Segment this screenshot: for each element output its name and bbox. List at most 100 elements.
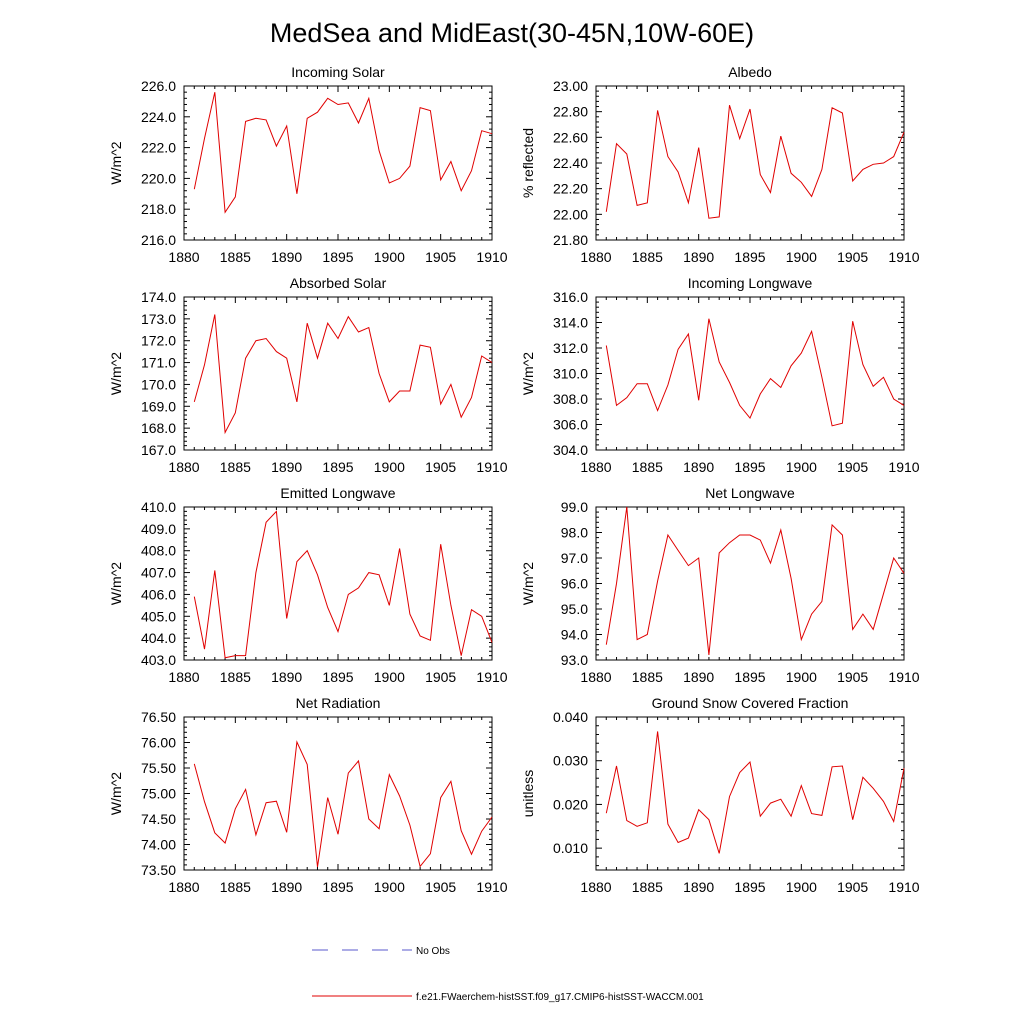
x-tick-label: 1900 bbox=[374, 669, 405, 685]
y-tick-label: 0.010 bbox=[553, 840, 588, 856]
y-tick-label: 73.50 bbox=[141, 862, 176, 878]
y-axis-label: W/m^2 bbox=[108, 772, 124, 815]
panel-0: Incoming Solar W/m^2 1880 1885 1890 1895 1900 1… bbox=[108, 64, 508, 265]
y-tick-label: 22.60 bbox=[553, 129, 588, 145]
panel-title: Incoming Longwave bbox=[688, 275, 813, 291]
y-axis-label: W/m^2 bbox=[108, 352, 124, 395]
y-tick-label: 174.0 bbox=[141, 289, 176, 305]
plot-frame bbox=[183, 506, 493, 661]
x-tick-label: 1895 bbox=[734, 879, 765, 895]
y-tick-label: 407.0 bbox=[141, 565, 176, 581]
y-tick-label: 74.50 bbox=[141, 811, 176, 827]
y-tick-label: 409.0 bbox=[141, 521, 176, 537]
y-tick-label: 21.80 bbox=[553, 232, 588, 248]
y-tick-label: 75.50 bbox=[141, 760, 176, 776]
x-tick-label: 1895 bbox=[322, 879, 353, 895]
x-tick-label: 1905 bbox=[425, 879, 456, 895]
panel-2: Absorbed Solar W/m^2 1880 1885 1890 1895 1900 1… bbox=[108, 275, 508, 475]
y-tick-label: 314.0 bbox=[553, 315, 588, 331]
y-tick-label: 22.80 bbox=[553, 104, 588, 120]
x-tick-label: 1885 bbox=[220, 879, 251, 895]
x-tick-label: 1910 bbox=[476, 459, 507, 475]
panels-group: Incoming Solar W/m^2 1880 1885 1890 1895 1900 1… bbox=[108, 64, 920, 895]
y-tick-label: 74.00 bbox=[141, 837, 176, 853]
x-tick-label: 1905 bbox=[425, 669, 456, 685]
x-tick-label: 1895 bbox=[734, 459, 765, 475]
y-tick-label: 22.40 bbox=[553, 155, 588, 171]
x-tick-label: 1910 bbox=[888, 879, 919, 895]
y-tick-label: 93.0 bbox=[561, 652, 588, 668]
x-tick-label: 1910 bbox=[476, 249, 507, 265]
y-tick-label: 170.0 bbox=[141, 376, 176, 392]
x-tick-label: 1890 bbox=[271, 879, 302, 895]
panel-6: Net Radiation W/m^2 1880 1885 1890 1895 1900 19… bbox=[108, 695, 508, 895]
x-tick-label: 1885 bbox=[220, 249, 251, 265]
x-tick-label: 1885 bbox=[632, 249, 663, 265]
x-tick-label: 1900 bbox=[786, 459, 817, 475]
y-tick-label: 98.0 bbox=[561, 525, 588, 541]
x-tick-label: 1900 bbox=[374, 249, 405, 265]
x-tick-label: 1895 bbox=[322, 459, 353, 475]
page-title: MedSea and MidEast(30-45N,10W-60E) bbox=[270, 18, 754, 48]
y-tick-label: 403.0 bbox=[141, 652, 176, 668]
y-tick-label: 22.20 bbox=[553, 181, 588, 197]
panel-4: Emitted Longwave W/m^2 1880 1885 1890 1895 190… bbox=[108, 485, 508, 685]
panel-5: Net Longwave W/m^2 1880 1885 1890 1895 1900 190… bbox=[520, 485, 920, 685]
legend-no-obs-label: No Obs bbox=[416, 946, 450, 957]
y-tick-label: 95.0 bbox=[561, 601, 588, 617]
y-tick-label: 0.030 bbox=[553, 753, 588, 769]
y-tick-label: 308.0 bbox=[553, 391, 588, 407]
y-tick-label: 222.0 bbox=[141, 140, 176, 156]
y-tick-label: 96.0 bbox=[561, 576, 588, 592]
y-tick-label: 224.0 bbox=[141, 109, 176, 125]
panel-title: Net Longwave bbox=[705, 485, 795, 501]
y-tick-label: 405.0 bbox=[141, 608, 176, 624]
x-tick-label: 1880 bbox=[168, 669, 199, 685]
x-tick-label: 1895 bbox=[322, 249, 353, 265]
x-tick-label: 1900 bbox=[786, 669, 817, 685]
x-tick-label: 1890 bbox=[271, 249, 302, 265]
x-tick-label: 1890 bbox=[683, 249, 714, 265]
series-line bbox=[605, 318, 905, 427]
y-tick-label: 306.0 bbox=[553, 417, 588, 433]
plot-frame bbox=[183, 85, 493, 241]
y-tick-label: 75.00 bbox=[141, 786, 176, 802]
x-tick-label: 1905 bbox=[837, 669, 868, 685]
y-tick-label: 173.0 bbox=[141, 311, 176, 327]
y-tick-label: 408.0 bbox=[141, 543, 176, 559]
y-tick-label: 23.00 bbox=[553, 78, 588, 94]
x-tick-label: 1880 bbox=[580, 459, 611, 475]
legend-model-label: f.e21.FWaerchem-histSST.f09_g17.CMIP6-hi… bbox=[416, 992, 704, 1003]
x-tick-label: 1900 bbox=[786, 249, 817, 265]
x-tick-label: 1880 bbox=[580, 249, 611, 265]
x-tick-label: 1890 bbox=[683, 459, 714, 475]
y-tick-label: 220.0 bbox=[141, 170, 176, 186]
y-tick-label: 172.0 bbox=[141, 333, 176, 349]
x-tick-label: 1890 bbox=[271, 459, 302, 475]
series-line bbox=[193, 510, 493, 659]
y-tick-label: 316.0 bbox=[553, 289, 588, 305]
x-tick-label: 1880 bbox=[580, 669, 611, 685]
y-axis-label: unitless bbox=[520, 770, 536, 817]
x-tick-label: 1880 bbox=[168, 249, 199, 265]
y-tick-label: 76.00 bbox=[141, 735, 176, 751]
x-tick-label: 1900 bbox=[374, 879, 405, 895]
y-tick-label: 226.0 bbox=[141, 78, 176, 94]
x-tick-label: 1890 bbox=[271, 669, 302, 685]
y-tick-label: 406.0 bbox=[141, 586, 176, 602]
series-line bbox=[193, 740, 493, 868]
x-tick-label: 1910 bbox=[888, 459, 919, 475]
x-tick-label: 1880 bbox=[580, 879, 611, 895]
x-tick-label: 1905 bbox=[425, 249, 456, 265]
plot-frame bbox=[183, 296, 493, 451]
panel-title: Incoming Solar bbox=[291, 64, 385, 80]
x-tick-label: 1885 bbox=[632, 459, 663, 475]
panel-title: Absorbed Solar bbox=[290, 275, 387, 291]
x-tick-label: 1905 bbox=[837, 249, 868, 265]
x-tick-label: 1905 bbox=[837, 459, 868, 475]
x-tick-label: 1895 bbox=[322, 669, 353, 685]
x-tick-label: 1905 bbox=[837, 879, 868, 895]
x-tick-label: 1880 bbox=[168, 879, 199, 895]
panel-title: Albedo bbox=[728, 64, 772, 80]
